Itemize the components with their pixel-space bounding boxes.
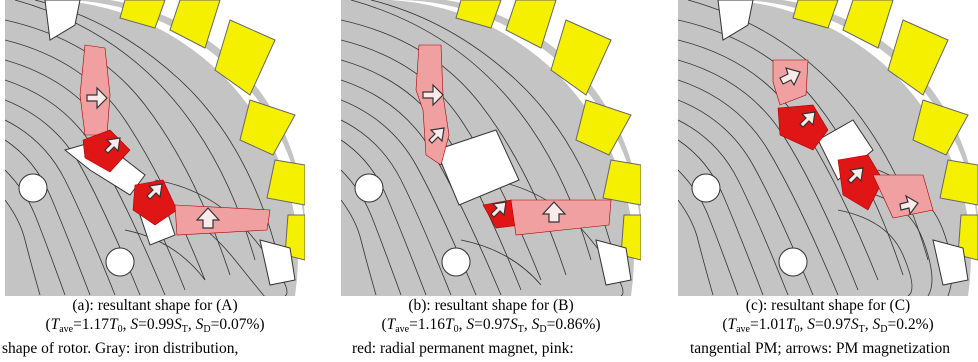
arrow-icon <box>146 183 163 200</box>
magnet-red-lower <box>837 154 884 211</box>
magnets <box>772 59 934 219</box>
rotor-figure-b <box>341 0 641 296</box>
cutoff-caption-right: tangential PM; arrows: PM magnetization <box>690 340 951 357</box>
arrow-icon <box>86 86 108 110</box>
panel-b-title: (b): resultant shape for (B) <box>408 297 574 314</box>
arrow-icon <box>490 201 507 218</box>
arrow-icon <box>847 167 864 184</box>
cutoff-caption-left: shape of rotor. Gray: iron distribution, <box>2 340 239 357</box>
rotor-figure-c <box>678 0 978 296</box>
stator-slots <box>792 0 978 261</box>
panel-b-params: (Tave=1.16T0, S=0.97ST, SD=0.86%) <box>381 316 601 335</box>
magnetization-arrows <box>779 67 919 216</box>
panel-c: (c): resultant shape for (C) (Tave=1.01T… <box>678 0 978 362</box>
rotor-figure-a <box>5 0 305 296</box>
panel-c-title: (c): resultant shape for (C) <box>745 297 911 314</box>
arrow-icon <box>428 127 445 144</box>
panel-a-params: (Tave=1.17T0, S=0.99ST, SD=0.07%) <box>45 316 265 335</box>
panel-a: (a): resultant shape for (A) (Tave=1.17T… <box>5 0 305 362</box>
magnet-pink-lower <box>174 204 271 236</box>
arrow-icon <box>195 207 221 229</box>
rotor-holes <box>691 0 969 286</box>
rotor-holes <box>354 129 632 286</box>
panel-c-params: (Tave=1.01T0, S=0.97ST, SD=0.2%) <box>722 316 934 335</box>
magnet-pink-lower <box>872 174 934 219</box>
arrow-icon <box>422 83 444 107</box>
magnets <box>79 44 271 236</box>
arrow-icon <box>779 67 801 87</box>
cutoff-caption-middle: red: radial permanent magnet, pink: <box>352 340 574 357</box>
magnetization-arrows <box>86 86 221 229</box>
panel-a-title: (a): resultant shape for (A) <box>72 297 238 314</box>
magnetization-arrows <box>422 83 567 223</box>
magnet-red-lower <box>132 179 178 226</box>
stator-slots <box>119 0 305 261</box>
arrow-icon <box>104 137 121 154</box>
magnet-pink-lower <box>510 199 612 236</box>
arrow-icon <box>541 201 567 223</box>
panel-b: (b): resultant shape for (B) (Tave=1.16T… <box>341 0 641 362</box>
arrow-icon <box>799 111 816 128</box>
magnet-pink-upper <box>79 44 111 136</box>
arrow-icon <box>899 194 919 216</box>
stator-slots <box>455 0 641 261</box>
